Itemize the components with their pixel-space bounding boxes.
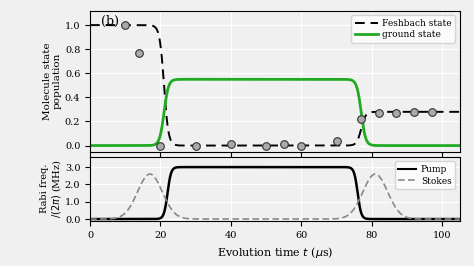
Legend: Pump, Stokes: Pump, Stokes	[395, 161, 455, 189]
Y-axis label: Molecule state
population: Molecule state population	[43, 42, 62, 120]
Y-axis label: Rabi freq.
$/({2\pi})$ (MHz): Rabi freq. $/({2\pi})$ (MHz)	[39, 159, 64, 218]
Text: (b): (b)	[101, 15, 119, 28]
X-axis label: Evolution time $t$ ($\mu$s): Evolution time $t$ ($\mu$s)	[217, 245, 333, 260]
Legend: Feshbach state, ground state: Feshbach state, ground state	[351, 15, 455, 43]
